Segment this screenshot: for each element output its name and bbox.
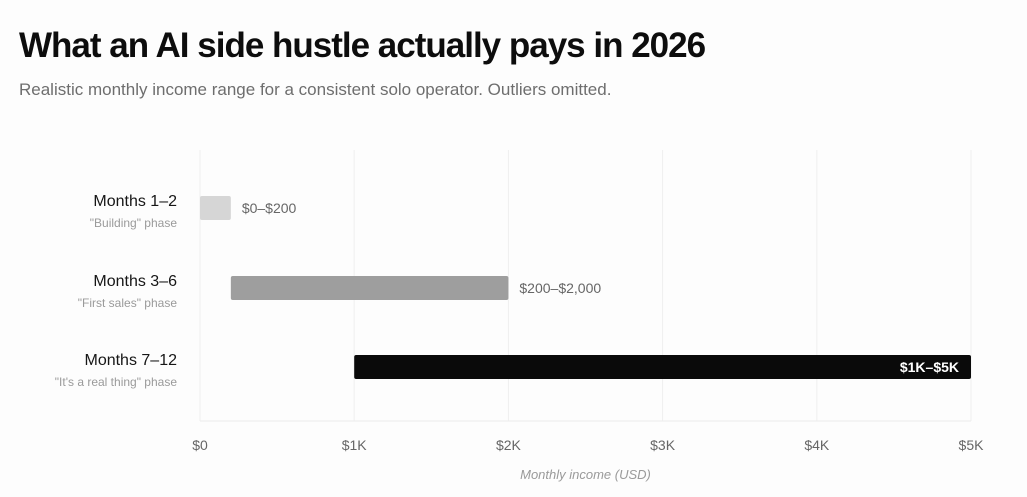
range-bar: [200, 196, 231, 220]
chart-title: What an AI side hustle actually pays in …: [19, 26, 706, 65]
x-tick-label: $3K: [650, 437, 676, 453]
x-axis-label: Monthly income (USD): [520, 467, 651, 482]
data-label: $200–$2,000: [519, 280, 601, 296]
category-label: Months 3–6: [93, 273, 177, 290]
chart-row: Months 1–2 "Building" phase $0–$200: [90, 193, 297, 230]
data-label: $1K–$5K: [900, 359, 959, 375]
x-axis-ticks: $0 $1K $2K $3K $4K $5K: [192, 437, 984, 453]
category-label: Months 7–12: [84, 352, 177, 369]
x-tick-label: $2K: [496, 437, 522, 453]
range-bar: [230, 276, 509, 300]
chart-row: Months 3–6 "First sales" phase $200–$2,000: [78, 273, 602, 310]
range-bar: [354, 355, 971, 379]
category-sublabel: "First sales" phase: [78, 296, 178, 310]
x-tick-label: $4K: [804, 437, 830, 453]
category-label: Months 1–2: [93, 193, 177, 210]
chart-row: Months 7–12 "It's a real thing" phase $1K–…: [55, 352, 971, 389]
x-tick-label: $0: [192, 437, 208, 453]
x-tick-label: $5K: [959, 437, 985, 453]
x-tick-label: $1K: [342, 437, 368, 453]
category-sublabel: "It's a real thing" phase: [55, 375, 178, 389]
data-label: $0–$200: [242, 200, 297, 216]
chart-subtitle: Realistic monthly income range for a con…: [19, 80, 612, 99]
chart-rows: Months 1–2"Building" phase$0–$200Months …: [55, 193, 971, 389]
category-sublabel: "Building" phase: [90, 216, 178, 230]
